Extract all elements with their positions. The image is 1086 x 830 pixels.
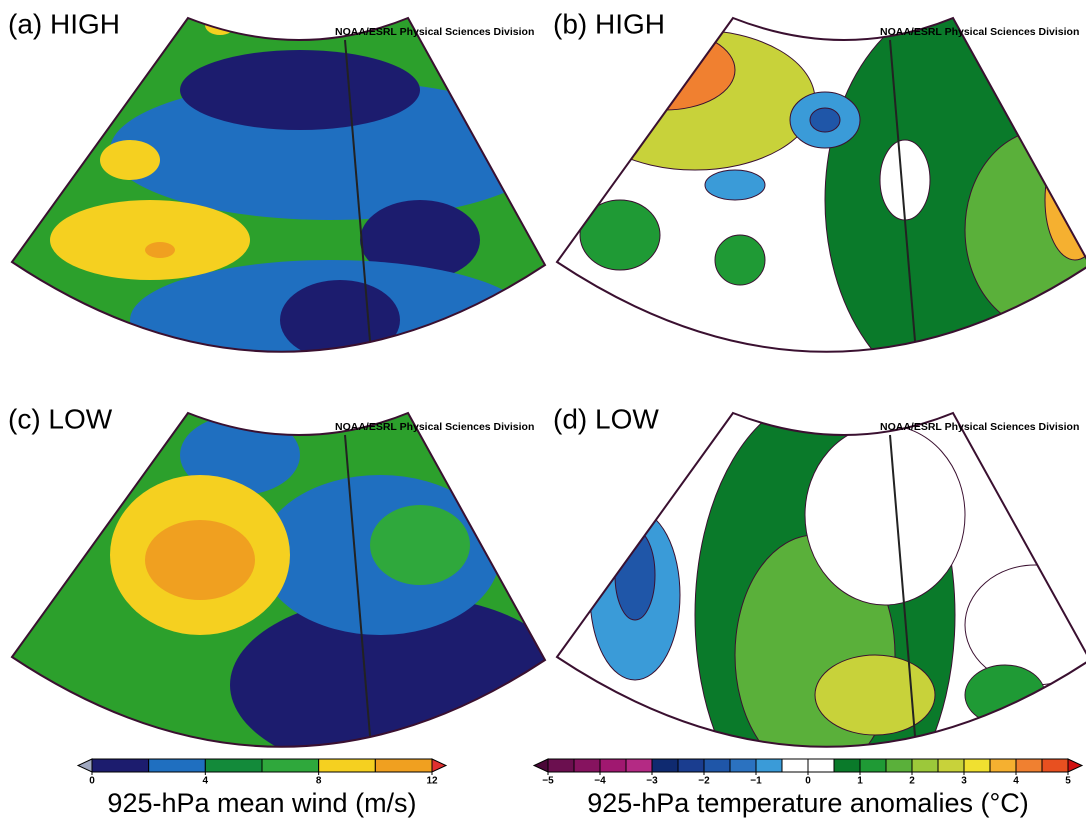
contour-region xyxy=(180,50,420,130)
colorbar-under xyxy=(78,759,92,772)
credit: NOAA/ESRL Physical Sciences Division xyxy=(880,421,1079,433)
figure: (a) HIGH NOAA/ESRL Physical Sciences Divi… xyxy=(0,0,1086,825)
contour-region xyxy=(815,655,935,735)
colorbar-swatch xyxy=(92,759,149,772)
panel-label: (a) HIGH xyxy=(8,8,120,39)
colorbar-tick-label: 4 xyxy=(1013,776,1019,787)
colorbar-swatch xyxy=(782,759,808,772)
colorbar-title: 925-hPa mean wind (m/s) xyxy=(107,788,416,818)
colorbar-tick-label: −5 xyxy=(542,776,554,787)
colorbar-tick-label: −3 xyxy=(646,776,658,787)
colorbar-tick-label: −1 xyxy=(750,776,762,787)
map-field xyxy=(12,15,550,380)
colorbar-swatch xyxy=(626,759,652,772)
colorbar-tick-label: 5 xyxy=(1065,776,1071,787)
contour-region xyxy=(810,108,840,132)
colorbar-under xyxy=(534,759,548,772)
colorbar-swatch xyxy=(938,759,964,772)
contour-region xyxy=(965,665,1045,725)
colorbar-swatch xyxy=(990,759,1016,772)
colorbar-swatch xyxy=(756,759,782,772)
colorbar-over xyxy=(432,759,446,772)
colorbar-tick-label: 1 xyxy=(857,776,863,787)
colorbar-swatch xyxy=(1042,759,1068,772)
colorbar-tick-label: 12 xyxy=(426,776,438,787)
colorbar-swatch xyxy=(574,759,600,772)
contour-region xyxy=(370,505,470,585)
colorbar-swatch xyxy=(964,759,990,772)
colorbar: 0 4 8 12 925-hPa mean wind (m/s) xyxy=(78,759,446,818)
credit: NOAA/ESRL Physical Sciences Division xyxy=(880,26,1079,38)
colorbar-swatch xyxy=(600,759,626,772)
colorbar-tick-label: 4 xyxy=(203,776,209,787)
colorbar-swatch xyxy=(1016,759,1042,772)
colorbar-swatch xyxy=(808,759,834,772)
contour-region xyxy=(715,235,765,285)
colorbar-over xyxy=(1068,759,1082,772)
contour-region xyxy=(580,200,660,270)
contour-region xyxy=(805,425,965,605)
contour-region xyxy=(595,30,735,110)
colorbar-tick-label: 0 xyxy=(805,776,811,787)
contour-region xyxy=(705,170,765,200)
map-field xyxy=(12,413,570,775)
colorbar-swatch xyxy=(262,759,319,772)
colorbar-tick-label: 2 xyxy=(909,776,915,787)
credit: NOAA/ESRL Physical Sciences Division xyxy=(335,421,534,433)
colorbar-swatch xyxy=(205,759,262,772)
colorbar-swatch xyxy=(860,759,886,772)
colorbar-swatch xyxy=(730,759,756,772)
panel-label: (c) LOW xyxy=(8,403,113,434)
contour-region xyxy=(615,530,655,620)
colorbar-title: 925-hPa temperature anomalies (°C) xyxy=(587,788,1029,818)
colorbar-tick-label: −2 xyxy=(698,776,710,787)
colorbar-tick-label: 3 xyxy=(961,776,967,787)
colorbar-swatch xyxy=(548,759,574,772)
contour-region xyxy=(145,242,175,258)
contour-region xyxy=(880,140,930,220)
map-panel: (c) LOW NOAA/ESRL Physical Sciences Divis… xyxy=(8,403,570,775)
contour-region xyxy=(50,200,250,280)
contour-region xyxy=(145,520,255,600)
colorbar-swatch xyxy=(834,759,860,772)
panel-label: (b) HIGH xyxy=(553,8,665,39)
colorbar-swatch xyxy=(319,759,376,772)
colorbar-tick-label: 0 xyxy=(89,776,95,787)
map-field xyxy=(557,0,1086,400)
colorbar-swatch xyxy=(678,759,704,772)
colorbar-swatch xyxy=(375,759,432,772)
colorbar-tick-label: 8 xyxy=(316,776,322,787)
colorbar-swatch xyxy=(912,759,938,772)
panel-label: (d) LOW xyxy=(553,403,659,434)
colorbar-swatch xyxy=(886,759,912,772)
colorbar: −5 −4 −3 −2 −1 0 1 2 3 4 5 925-hPa temperature anom… xyxy=(534,759,1082,818)
colorbar-swatch xyxy=(652,759,678,772)
map-panel: (a) HIGH NOAA/ESRL Physical Sciences Divi… xyxy=(8,8,550,380)
colorbar-swatch xyxy=(149,759,206,772)
credit: NOAA/ESRL Physical Sciences Division xyxy=(335,26,534,38)
colorbar-swatch xyxy=(704,759,730,772)
map-panel: (b) HIGH NOAA/ESRL Physical Sciences Divi… xyxy=(553,0,1086,400)
colorbar-tick-label: −4 xyxy=(594,776,606,787)
contour-region xyxy=(100,140,160,180)
